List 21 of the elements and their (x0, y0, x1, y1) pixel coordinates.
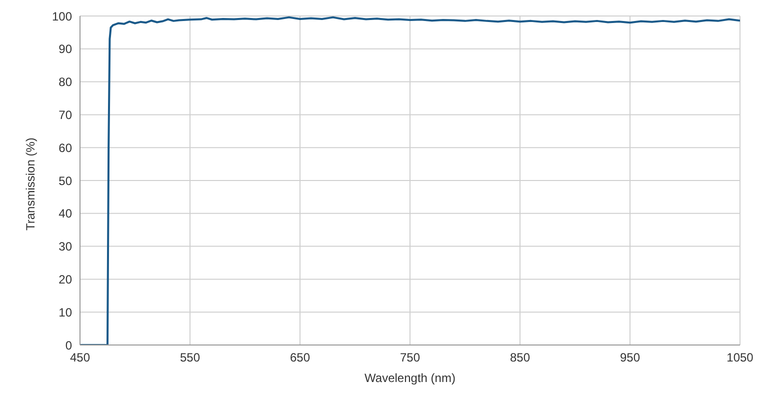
y-tick-label: 80 (58, 75, 72, 90)
y-tick-label: 40 (58, 206, 72, 221)
y-tick-label: 60 (58, 140, 72, 155)
y-tick-label: 70 (58, 108, 72, 122)
line-series (80, 16, 740, 345)
x-axis-title: Wavelength (nm) (364, 371, 456, 385)
y-tick-label: 50 (58, 174, 72, 188)
x-tick-label: 1050 (726, 350, 754, 365)
y-tick-label: 10 (58, 305, 72, 320)
x-tick-label: 750 (400, 350, 420, 365)
y-tick-label: 90 (58, 42, 72, 56)
x-tick-label: 650 (290, 350, 310, 365)
y-tick-label: 20 (58, 272, 72, 286)
x-tick-label: 850 (510, 350, 530, 365)
x-tick-label: 450 (70, 350, 90, 365)
y-tick-label: 0 (65, 338, 72, 352)
y-tick-label: 30 (58, 240, 72, 254)
y-axis-title: Transmission (%) (23, 138, 38, 230)
y-tick-label: 100 (52, 9, 72, 24)
x-tick-label: 950 (620, 350, 640, 365)
x-tick-label: 550 (180, 350, 200, 365)
